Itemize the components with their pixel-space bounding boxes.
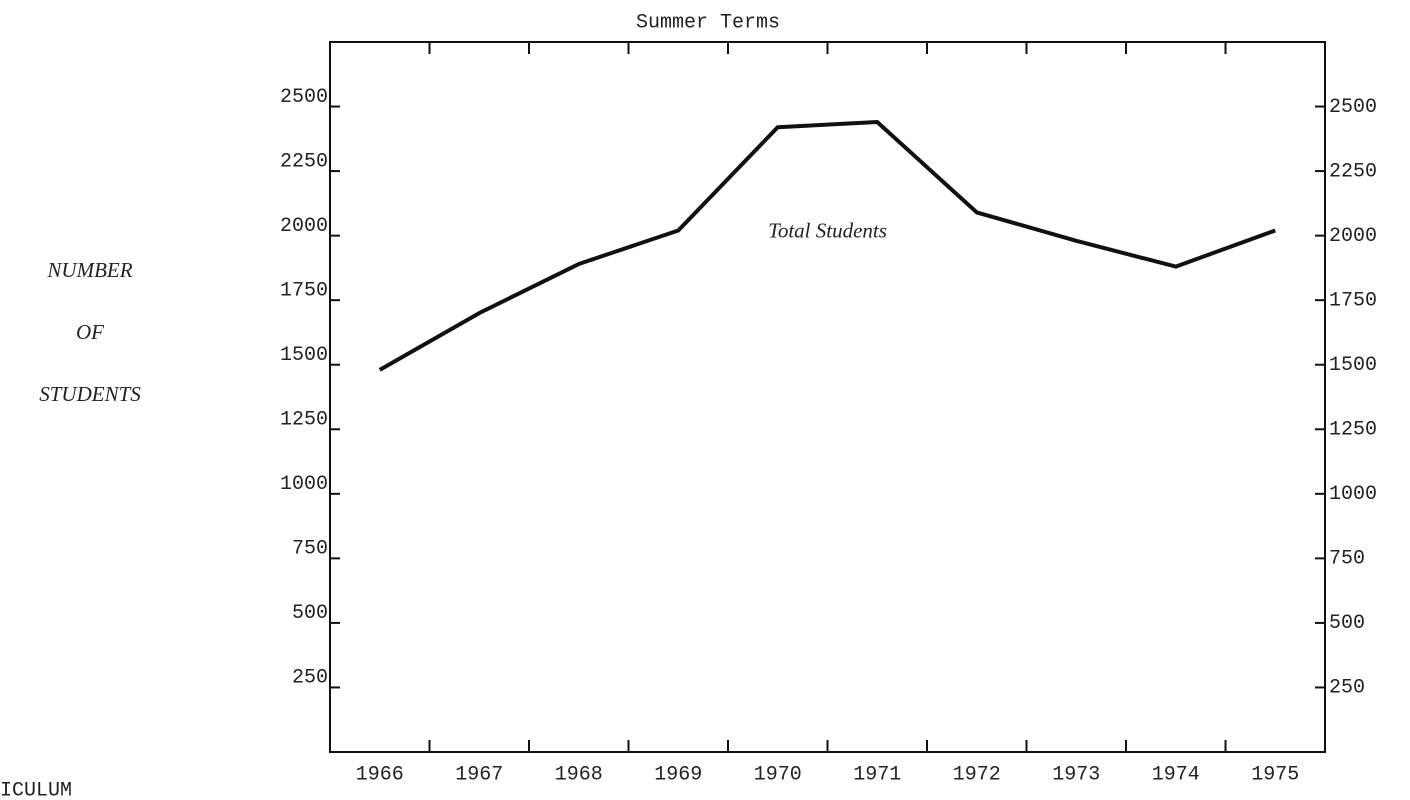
- x-tick-label: 1969: [654, 763, 702, 786]
- chart-title: Summer Terms: [636, 11, 780, 34]
- y-tick-label: 1500: [280, 344, 328, 367]
- x-tick-label: 1971: [853, 763, 901, 786]
- y2-tick-label: 2250: [1329, 160, 1377, 183]
- y-tick-label: 1750: [280, 279, 328, 302]
- y-tick-label: 500: [292, 602, 328, 625]
- y-axis-label: STUDENTS: [39, 382, 141, 406]
- y-tick-label: 2500: [280, 86, 328, 109]
- y-axis-label: OF: [76, 320, 104, 344]
- x-tick-label: 1975: [1251, 763, 1299, 786]
- x-tick-label: 1966: [356, 763, 404, 786]
- y-tick-label: 2000: [280, 215, 328, 238]
- y-tick-label: 750: [292, 538, 328, 561]
- x-tick-label: 1972: [953, 763, 1001, 786]
- y2-tick-label: 2500: [1329, 96, 1377, 119]
- y-tick-label: 1000: [280, 473, 328, 496]
- x-tick-label: 1970: [754, 763, 802, 786]
- y2-tick-label: 1500: [1329, 354, 1377, 377]
- y-tick-label: 2250: [280, 150, 328, 173]
- data-line: [378, 120, 1276, 372]
- x-tick-label: 1967: [455, 763, 503, 786]
- y-tick-label: 1250: [280, 409, 328, 432]
- plot-frame: [329, 41, 1326, 753]
- y2-tick-label: 2000: [1329, 225, 1377, 248]
- y2-tick-label: 750: [1329, 548, 1365, 571]
- y2-tick-label: 1000: [1329, 483, 1377, 506]
- x-tick-label: 1968: [555, 763, 603, 786]
- y-tick-label: 250: [292, 667, 328, 690]
- page-fragment: ICULUM: [0, 779, 72, 800]
- x-tick-label: 1973: [1052, 763, 1100, 786]
- y2-tick-label: 1250: [1329, 419, 1377, 442]
- x-tick-label: 1974: [1152, 763, 1200, 786]
- y2-tick-label: 1750: [1329, 289, 1377, 312]
- series-label: Total Students: [768, 218, 887, 242]
- y-axis-label: NUMBER: [46, 258, 132, 282]
- y2-tick-label: 250: [1329, 677, 1365, 700]
- y2-tick-label: 500: [1329, 612, 1365, 635]
